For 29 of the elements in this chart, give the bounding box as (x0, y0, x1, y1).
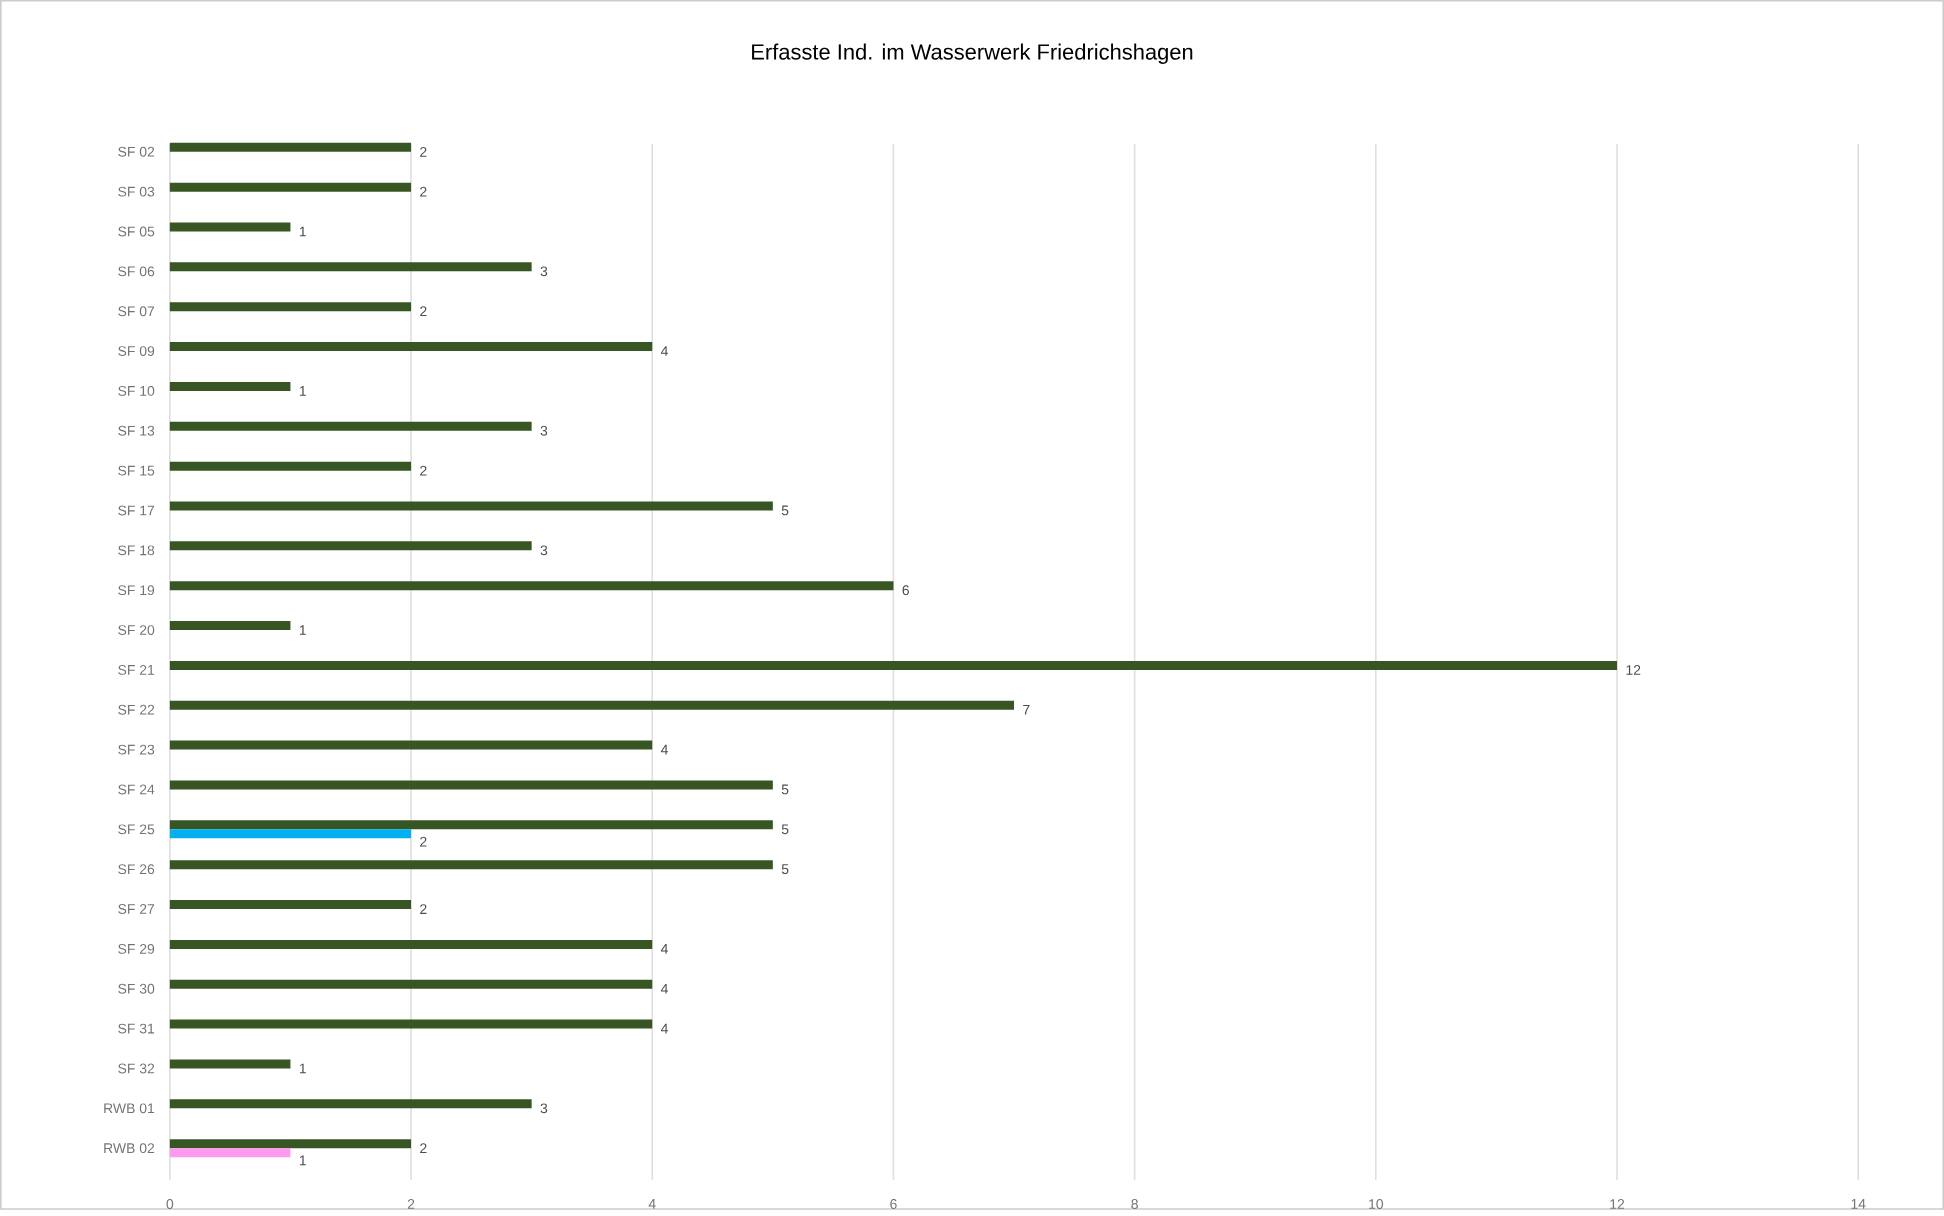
bar (169, 501, 773, 511)
bar (169, 621, 291, 631)
bar (169, 979, 653, 989)
bar (169, 1139, 412, 1149)
bar (169, 940, 653, 950)
bar (169, 222, 291, 232)
bar (169, 461, 412, 471)
bar (169, 860, 773, 870)
bar (169, 302, 412, 312)
bar (169, 262, 532, 272)
bar (169, 661, 1618, 671)
bar (169, 182, 412, 192)
bar (169, 700, 1015, 710)
bar (169, 740, 653, 750)
bar (169, 820, 773, 830)
bar (169, 342, 653, 352)
bar (169, 1019, 653, 1029)
bar (169, 780, 773, 790)
bar (169, 382, 291, 392)
bar (169, 1099, 532, 1109)
bar (169, 900, 412, 910)
bar (169, 421, 532, 431)
bar (169, 1148, 291, 1158)
bar (169, 829, 412, 839)
bar (169, 581, 894, 591)
bar (169, 1059, 291, 1069)
chart-title: Erfasste Ind. im Wasserwerk Friedrichshagen (752, 43, 1193, 65)
bar (169, 541, 532, 551)
bar (169, 142, 412, 152)
